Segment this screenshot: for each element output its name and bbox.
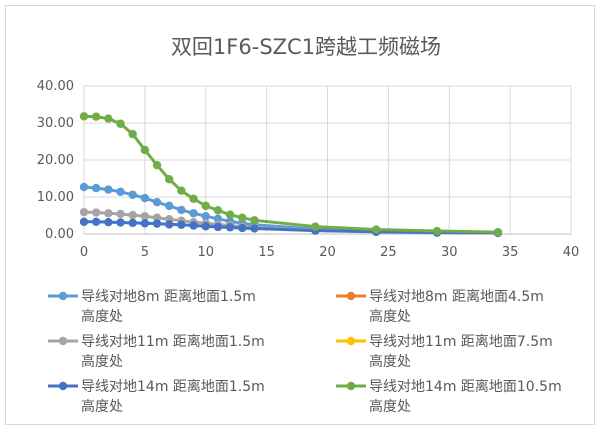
legend-label: 导线对地11m 距离地面1.5m [81, 333, 265, 350]
chart-title: 双回1F6-SZC1跨越工频磁场 [171, 35, 441, 59]
data-point [189, 194, 198, 204]
legend-item: 导线对地14m 距离地面10.5m 高度处 [336, 378, 562, 415]
legend-label: 导线对地8m 距离地面4.5m [369, 288, 544, 305]
legend-label-line2: 高度处 [369, 398, 411, 415]
data-point [79, 207, 89, 217]
data-point [432, 226, 442, 236]
data-point [128, 190, 137, 199]
data-point [152, 160, 162, 170]
legend-label: 导线对地14m 距离地面1.5m [81, 378, 265, 395]
grid-layer [83, 85, 572, 235]
x-tick-label: 20 [319, 245, 336, 260]
legend-swatch-marker [58, 291, 68, 301]
legend-item: 导线对地11m 距离地面7.5m 高度处 [336, 333, 553, 370]
data-point [116, 218, 125, 227]
data-point [152, 197, 162, 207]
data-point [116, 119, 125, 128]
data-point [79, 112, 89, 121]
legend-label: 导线对地11m 距离地面7.5m [369, 333, 553, 350]
x-tick-label: 10 [197, 245, 214, 260]
legend-label-line2: 高度处 [369, 353, 411, 370]
data-point [152, 219, 162, 228]
legend-label-line2: 高度处 [369, 308, 411, 325]
data-point [165, 175, 174, 184]
axis-labels: 0.00 10.00 20.00 30.00 40.00 0 5 10 15 20 25 30 35 40 [37, 79, 579, 260]
legend-item: 导线对地8m 距离地面4.5m 高度处 [336, 288, 544, 325]
legend-swatch-marker [346, 291, 356, 301]
legend-label-line2: 高度处 [81, 398, 123, 415]
data-point [201, 212, 210, 221]
legend-label-line2: 高度处 [81, 353, 123, 370]
legend-item: 导线对地14m 距离地面1.5m 高度处 [48, 378, 265, 415]
data-point [213, 222, 223, 232]
data-point [140, 219, 150, 228]
legend-item: 导线对地8m 距离地面1.5m 高度处 [48, 288, 256, 325]
data-point [91, 183, 101, 193]
data-point [79, 182, 89, 192]
data-point [238, 223, 247, 233]
data-point [225, 223, 235, 232]
data-point [79, 217, 89, 226]
data-point [372, 225, 381, 234]
data-point [104, 185, 113, 194]
legend-item: 导线对地11m 距离地面1.5m 高度处 [48, 333, 265, 370]
data-point [493, 227, 503, 237]
data-point [225, 210, 235, 219]
x-tick-label: 30 [441, 245, 458, 260]
x-tick-label: 35 [502, 245, 519, 260]
data-point [165, 201, 174, 211]
data-point [91, 112, 101, 121]
data-point [189, 221, 198, 230]
legend-swatch-marker [58, 381, 68, 391]
data-point [165, 220, 174, 229]
data-point [104, 114, 113, 123]
data-point [128, 218, 137, 228]
data-point [177, 220, 186, 229]
data-point [189, 209, 198, 218]
series-layer [79, 112, 503, 238]
data-point [311, 222, 320, 231]
legend-label: 导线对地8m 距离地面1.5m [81, 288, 256, 305]
data-point [104, 209, 113, 218]
chart-frame: 双回1F6-SZC1跨越工频磁场 0.00 10.00 20.00 30.00 40.0… [5, 5, 595, 425]
data-point [128, 210, 137, 220]
chart-svg: 双回1F6-SZC1跨越工频磁场 0.00 10.00 20.00 30.00 40.0… [37, 35, 579, 415]
data-point [177, 205, 186, 215]
y-tick-label: 10.00 [37, 190, 74, 205]
data-point [91, 208, 101, 217]
x-tick-label: 15 [258, 245, 275, 260]
x-tick-label: 25 [380, 245, 397, 260]
x-tick-label: 5 [141, 245, 149, 260]
data-point [128, 129, 137, 139]
legend-swatch-marker [346, 381, 356, 391]
data-point [201, 201, 210, 211]
x-tick-label: 40 [563, 245, 580, 260]
data-point [140, 212, 150, 221]
data-point [104, 217, 113, 227]
legend-label: 导线对地14m 距离地面10.5m [369, 378, 562, 395]
x-tick-label: 0 [80, 245, 88, 260]
data-point [152, 213, 162, 222]
data-point [91, 217, 101, 226]
data-point [177, 186, 186, 195]
series-5 [79, 112, 503, 237]
y-tick-label: 20.00 [37, 153, 74, 168]
legend-swatch-marker [346, 336, 356, 346]
data-point [213, 206, 223, 215]
data-point [250, 224, 259, 233]
legend-label-line2: 高度处 [81, 308, 123, 325]
data-point [116, 187, 125, 197]
y-tick-label: 0.00 [45, 227, 74, 242]
data-point [201, 222, 210, 231]
data-point [238, 213, 247, 222]
data-point [140, 193, 150, 203]
y-tick-label: 40.00 [37, 79, 74, 94]
data-point [140, 145, 150, 155]
data-point [116, 209, 125, 219]
data-point [250, 216, 259, 225]
legend-swatch-marker [58, 336, 68, 346]
y-tick-label: 30.00 [37, 116, 74, 131]
